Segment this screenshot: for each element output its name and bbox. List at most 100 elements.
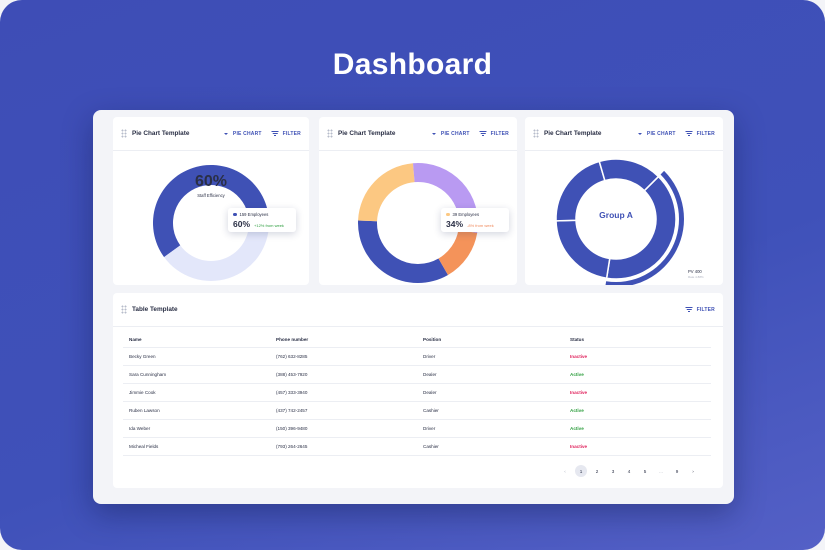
table-row[interactable]: Sara Cunningham (388) 453-7920 Dealer Ac… <box>123 366 711 384</box>
caret-down-icon <box>637 132 642 135</box>
status-badge: Active <box>570 372 584 377</box>
table-row[interactable]: Becky Green (762) 632-8285 Driver Inacti… <box>123 348 711 366</box>
filter-label: FILTER <box>696 130 715 137</box>
cell-position: Driver <box>423 354 436 359</box>
cell-position: Dealer <box>423 372 437 377</box>
table-row[interactable]: Ruben Lawson (437) 742-2457 Cashier Acti… <box>123 402 711 420</box>
drag-handle-icon[interactable] <box>533 129 539 138</box>
table-filter-button[interactable]: FILTER <box>685 306 715 313</box>
filter-icon <box>479 131 487 136</box>
chart-area: 39 Employees 34% -8% from week <box>319 151 517 285</box>
pagination-ellipsis: ... <box>659 468 663 474</box>
donut-chart <box>153 164 269 281</box>
pie-slice[interactable] <box>164 223 269 281</box>
table-row[interactable]: Jimmie Cook (457) 333-3940 Dealer Inacti… <box>123 384 711 402</box>
table-card: Table Template FILTER Name Phone number … <box>113 293 723 488</box>
legend-dot <box>233 212 237 217</box>
cell-phone: (388) 453-7920 <box>276 372 308 377</box>
cell-position: Cashier <box>423 444 439 449</box>
column-header-phone[interactable]: Phone number <box>276 336 309 342</box>
center-label: Staff Efficiency <box>197 193 225 198</box>
caret-down-icon <box>431 132 436 135</box>
filter-label: FILTER <box>696 306 715 313</box>
cell-name: Ruben Lawson <box>129 408 160 413</box>
filter-button[interactable]: FILTER <box>271 131 301 137</box>
column-header-status[interactable]: Status <box>570 336 585 342</box>
pie-slice[interactable] <box>358 220 448 283</box>
center-label: Group A <box>599 210 633 220</box>
chart-type-label: PIE CHART <box>646 130 676 137</box>
chart-type-label: PIE CHART <box>232 130 262 137</box>
pagination-page-9[interactable]: 9 <box>675 468 679 474</box>
pv-label: PV 400 <box>688 269 702 274</box>
tooltip-trend: -8% from week <box>467 223 494 228</box>
pagination-prev-button[interactable]: ‹ <box>564 468 566 474</box>
pie-slice[interactable] <box>555 219 611 280</box>
pie-slice[interactable] <box>153 164 269 258</box>
pie-slice[interactable] <box>438 229 478 275</box>
page-title: Dashboard <box>332 48 493 81</box>
cell-position: Dealer <box>423 390 437 395</box>
caret-down-icon <box>223 132 228 135</box>
pie-card-3: Pie Chart Template PIE CHART FILTER Grou… <box>525 117 723 285</box>
donut-chart <box>555 158 684 285</box>
card-header: Pie Chart Template PIE CHART FILTER <box>113 117 309 151</box>
cell-name: Micheal Fields <box>129 444 159 449</box>
pie-card-1: Pie Chart Template PIE CHART FILTER 60% … <box>113 117 309 285</box>
filter-label: FILTER <box>490 130 509 137</box>
chart-type-dropdown[interactable]: PIE CHART <box>431 130 470 137</box>
pagination-page-4[interactable]: 4 <box>627 468 631 474</box>
chart-type-label: PIE CHART <box>440 130 470 137</box>
status-badge: Inactive <box>570 354 588 359</box>
cell-phone: (762) 632-8285 <box>276 354 308 359</box>
chart-tooltip: 159 Employees 60% +12% from week <box>228 208 296 232</box>
table-title: Table Template <box>132 306 178 313</box>
cell-position: Driver <box>423 426 436 431</box>
pagination-next-button[interactable]: › <box>692 468 694 474</box>
filter-icon <box>271 131 279 136</box>
table-row[interactable]: Ida Weber (150) 396-9480 Driver Active <box>123 420 711 438</box>
cell-name: Jimmie Cook <box>129 390 156 395</box>
cell-name: Becky Green <box>129 354 156 359</box>
filter-button[interactable]: FILTER <box>479 130 509 137</box>
tooltip-employees: 39 Employees <box>452 212 480 217</box>
tooltip-employees: 159 Employees <box>239 212 269 217</box>
tooltip-percentage: 34% <box>446 219 464 229</box>
filter-button[interactable]: FILTER <box>685 130 715 137</box>
status-badge: Inactive <box>570 444 588 449</box>
chart-area: 60% Staff Efficiency 159 Employees 60% +1… <box>113 151 309 285</box>
chart-type-dropdown[interactable]: PIE CHART <box>637 130 676 137</box>
dashboard-panel: Pie Chart Template PIE CHART FILTER 60% … <box>93 110 734 504</box>
card-title: Pie Chart Template <box>544 130 602 137</box>
pie-slice[interactable] <box>358 163 415 222</box>
cell-position: Cashier <box>423 408 439 413</box>
table-header: Table Template FILTER <box>113 293 723 327</box>
chart-type-dropdown[interactable]: PIE CHART <box>223 130 262 137</box>
table-row[interactable]: Micheal Fields (793) 264-2645 Cashier In… <box>123 438 711 456</box>
cell-name: Sara Cunningham <box>129 372 167 377</box>
drag-handle-icon[interactable] <box>121 305 127 314</box>
filter-icon <box>685 131 693 136</box>
filter-icon <box>685 307 693 312</box>
cell-phone: (457) 333-3940 <box>276 390 308 395</box>
pie-slice[interactable] <box>598 158 660 192</box>
drag-handle-icon[interactable] <box>327 129 333 138</box>
card-header: Pie Chart Template PIE CHART FILTER <box>525 117 723 151</box>
column-header-name[interactable]: Name <box>129 336 142 342</box>
pie-card-2: Pie Chart Template PIE CHART FILTER 39 E… <box>319 117 517 285</box>
pv-sublabel: Rate 4.88% <box>688 275 704 279</box>
card-header: Pie Chart Template PIE CHART FILTER <box>319 117 517 151</box>
pagination-page-1[interactable]: 1 <box>575 465 587 477</box>
drag-handle-icon[interactable] <box>121 129 127 138</box>
card-title: Pie Chart Template <box>132 130 190 137</box>
pagination-page-3[interactable]: 3 <box>611 468 615 474</box>
status-badge: Inactive <box>570 390 588 395</box>
table-header-row: Name Phone number Position Status <box>123 331 711 348</box>
column-header-position[interactable]: Position <box>423 336 442 342</box>
legend-dot <box>446 212 450 217</box>
cell-phone: (150) 396-9480 <box>276 426 308 431</box>
pagination-page-5[interactable]: 5 <box>643 468 647 474</box>
pagination-page-2[interactable]: 2 <box>595 468 599 474</box>
tooltip-trend: +12% from week <box>254 223 284 228</box>
card-title: Pie Chart Template <box>338 130 396 137</box>
